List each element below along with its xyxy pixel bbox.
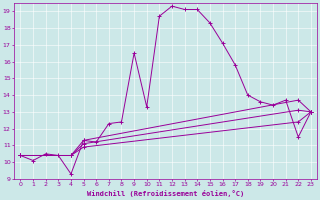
X-axis label: Windchill (Refroidissement éolien,°C): Windchill (Refroidissement éolien,°C) bbox=[87, 190, 244, 197]
